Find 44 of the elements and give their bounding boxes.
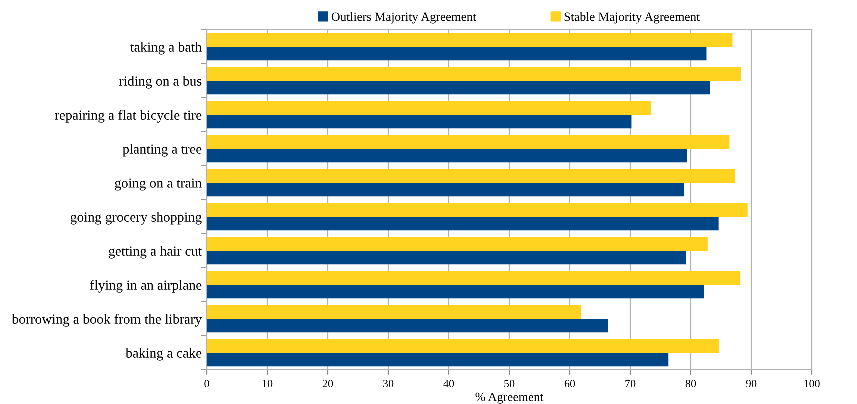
bar (207, 251, 686, 265)
bar (207, 203, 748, 217)
bar (207, 319, 608, 333)
x-tick-label: 30 (383, 380, 394, 388)
bar (207, 67, 742, 81)
bar (207, 183, 684, 197)
x-tick-label: 0 (204, 380, 210, 388)
bar (207, 135, 730, 149)
bar (207, 115, 632, 129)
y-tick-label: going grocery shopping (70, 212, 202, 225)
y-tick-label: going on a train (115, 178, 202, 191)
x-tick-label: 40 (444, 380, 454, 388)
bar (207, 237, 708, 251)
x-tick-label: 70 (626, 380, 636, 388)
legend-label: Outliers Majority Agreement (332, 12, 476, 24)
bar (207, 81, 710, 95)
x-tick-label: 20 (322, 380, 334, 388)
bar (207, 285, 704, 299)
y-tick-label: getting a hair cut (109, 246, 202, 259)
y-tick-label: baking a cake (126, 348, 202, 361)
x-tick-label: 80 (686, 380, 696, 388)
x-tick-label: 90 (746, 380, 757, 388)
x-tick-label: 100 (804, 380, 820, 388)
bar (207, 217, 719, 231)
bar (207, 33, 733, 47)
bar (207, 101, 652, 115)
y-tick-label: taking a bath (130, 42, 202, 55)
y-tick-label: borrowing a book from the library (12, 314, 202, 327)
y-tick-label: repairing a flat bicycle tire (55, 110, 202, 123)
bar (207, 47, 707, 61)
x-tick-label: 10 (262, 380, 273, 388)
bar (207, 149, 688, 163)
legend-label: Stable Majority Agreement (564, 12, 700, 24)
x-tick-label: 50 (504, 380, 515, 388)
x-tick-label: 60 (564, 380, 576, 388)
y-tick-label: flying in an airplane (90, 280, 202, 293)
x-axis-title: % Agreement (476, 392, 544, 404)
y-tick-label: planting a tree (122, 144, 202, 157)
bar (207, 305, 582, 319)
bar (207, 271, 741, 285)
bar (207, 339, 720, 353)
bar (207, 169, 736, 183)
y-tick-label: riding on a bus (119, 76, 202, 89)
bar (207, 353, 669, 367)
